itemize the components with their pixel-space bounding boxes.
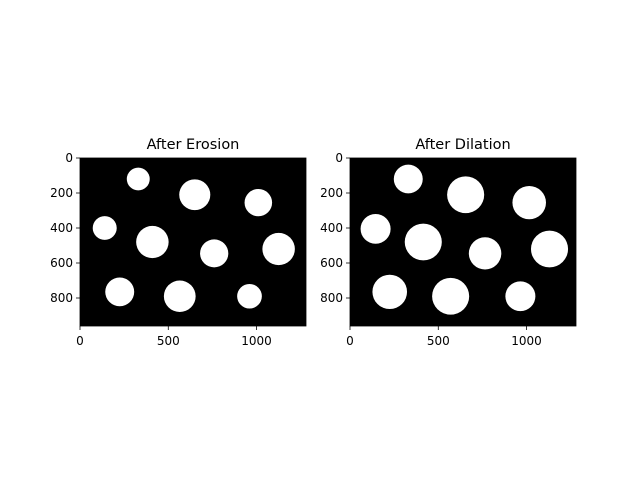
y-tick-label: 0 [65, 151, 73, 165]
y-tick-label: 400 [320, 221, 343, 235]
blob [447, 176, 485, 214]
blob [393, 164, 423, 194]
blob [468, 237, 502, 270]
blob [262, 232, 295, 266]
x-tick-label: 1000 [511, 334, 542, 348]
x-tick-label: 1000 [241, 334, 272, 348]
y-tick-label: 600 [320, 256, 343, 270]
chart-title: After Erosion [147, 137, 240, 153]
blob [105, 277, 135, 307]
axes-frame [349, 157, 577, 327]
y-tick-label: 200 [50, 186, 73, 200]
blob [360, 214, 391, 244]
blob [404, 223, 442, 261]
blob [179, 179, 211, 211]
x-tick-label: 0 [76, 334, 84, 348]
blob [136, 225, 169, 259]
blob [244, 188, 273, 217]
blob [512, 186, 546, 220]
blob [200, 239, 229, 268]
x-tick-label: 500 [157, 334, 180, 348]
axes-frame [79, 157, 307, 327]
y-tick-label: 800 [50, 291, 73, 305]
blob [237, 284, 262, 309]
y-tick-label: 600 [50, 256, 73, 270]
blob [505, 281, 536, 312]
panel-erosion: After Erosion 0 500 1000 0 200 400 600 800 [50, 137, 307, 348]
blob [372, 274, 408, 310]
y-tick-label: 200 [320, 186, 343, 200]
blob [530, 230, 569, 268]
y-tick-label: 800 [320, 291, 343, 305]
y-tick-label: 400 [50, 221, 73, 235]
x-tick-label: 0 [346, 334, 354, 348]
blob [432, 277, 470, 315]
x-tick-label: 500 [427, 334, 450, 348]
chart-title: After Dilation [415, 137, 510, 153]
y-tick-label: 0 [335, 151, 343, 165]
blob [126, 167, 150, 191]
panel-dilation: After Dilation 0 500 1000 0 200 400 600 800 [320, 137, 577, 348]
blob [92, 216, 117, 240]
blob [163, 280, 196, 312]
